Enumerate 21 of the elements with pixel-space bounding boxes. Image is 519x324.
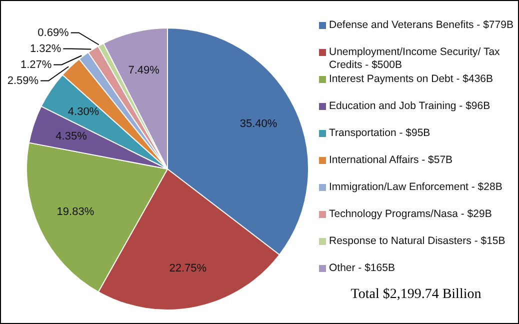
data-label: 22.75% bbox=[169, 262, 207, 274]
legend-label: Response to Natural Disasters - $15B bbox=[329, 235, 506, 248]
data-label: 19.83% bbox=[56, 206, 94, 218]
legend-label: Interest Payments on Debt - $436B bbox=[329, 73, 494, 86]
legend-label: International Affairs - $57B bbox=[329, 154, 453, 167]
text: Total $2,199.74 Billion bbox=[350, 287, 482, 303]
data-label: 4.30% bbox=[68, 106, 100, 118]
data-label: 1.32% bbox=[30, 42, 62, 55]
legend-label: Technology Programs/Nasa - $29B bbox=[329, 208, 492, 221]
data-label: 35.40% bbox=[240, 118, 278, 130]
data-label: 1.27% bbox=[20, 58, 52, 71]
data-label: 2.59% bbox=[7, 74, 39, 87]
legend-label: Transportation - $95B bbox=[329, 127, 430, 140]
data-label: 4.35% bbox=[56, 130, 88, 143]
data-label: 0.69% bbox=[38, 26, 70, 39]
legend-label: Defense and Veterans Benefits - $779B bbox=[329, 19, 514, 32]
data-label: 7.49% bbox=[128, 64, 160, 76]
legend-label: Immigration/Law Enforcement - $28B bbox=[329, 181, 502, 194]
legend-label: Unemployment/Income Security/ Tax Credits - $500B bbox=[329, 46, 501, 72]
legend-label: Education and Job Training - $96B bbox=[329, 100, 490, 113]
legend-label: Other - $165B bbox=[329, 262, 395, 275]
